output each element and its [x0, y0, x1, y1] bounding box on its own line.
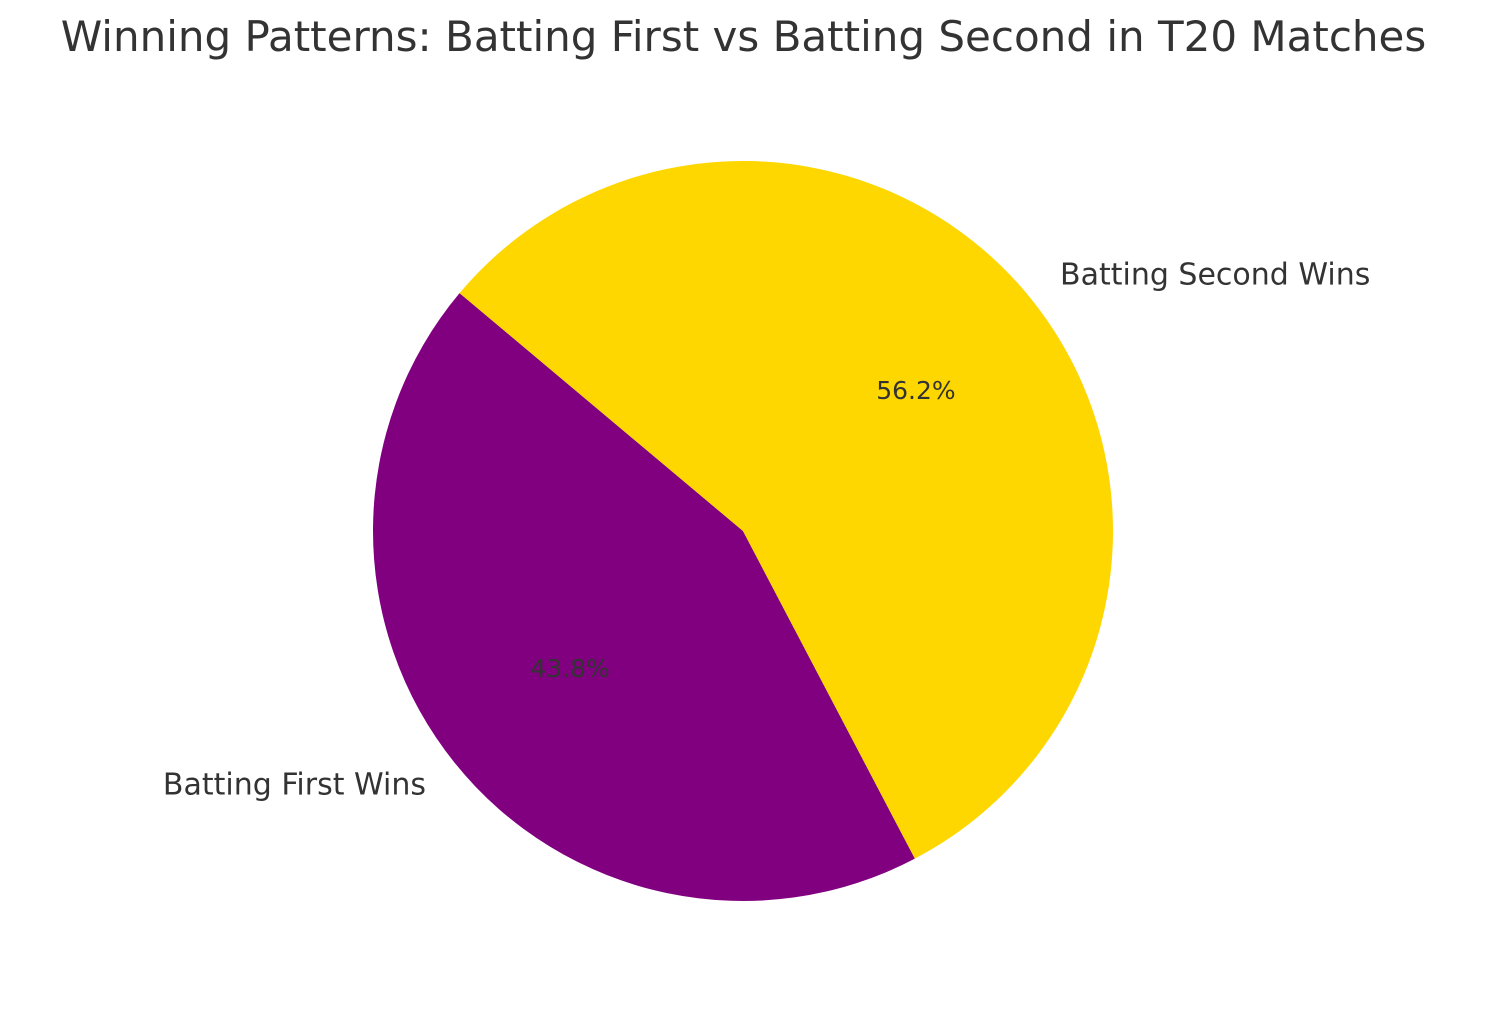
pie-slice-batting-second-wins: [459, 160, 1114, 859]
slice-percentage-label: 43.8%: [530, 654, 609, 683]
slice-percentage-label: 56.2%: [876, 376, 955, 405]
chart-title: Winning Patterns: Batting First vs Batti…: [60, 12, 1427, 61]
slice-label: Batting First Wins: [163, 768, 426, 803]
pie-slice-batting-first-wins: [373, 293, 915, 901]
pie-labels: Batting First Wins 43.8% Batting Second Wi…: [163, 257, 1370, 802]
pie-slices: [373, 160, 1114, 901]
slice-label: Batting Second Wins: [1060, 257, 1370, 292]
